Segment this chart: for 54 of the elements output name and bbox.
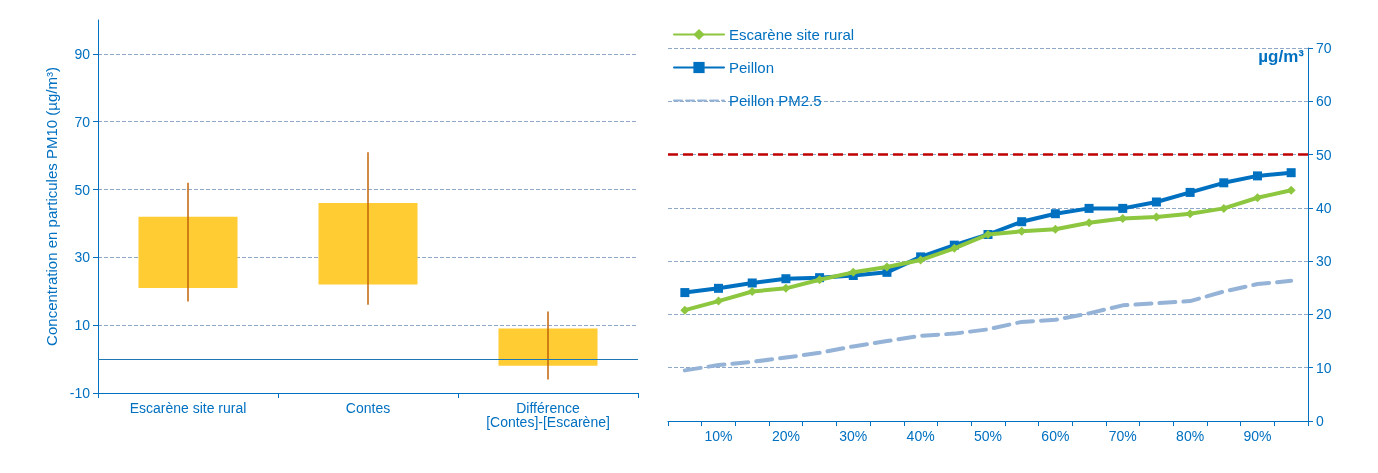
point	[781, 283, 791, 293]
x-tick-label: 40%	[906, 428, 935, 444]
y-tick-label: 10	[1316, 359, 1332, 376]
y-tick-label: 30	[74, 249, 91, 266]
annotation: µg/m³	[1258, 47, 1305, 66]
x-tick-label: Contes	[345, 400, 391, 416]
point	[747, 278, 757, 288]
y-tick-label: 60	[1316, 93, 1332, 110]
point	[1050, 209, 1060, 219]
point	[680, 288, 690, 298]
y-tick-label: 30	[1316, 253, 1332, 270]
x-tick-label: 30%	[839, 428, 868, 444]
y-tick-label: 70	[74, 113, 91, 130]
bar	[498, 328, 598, 366]
x-tick-label: 70%	[1108, 428, 1137, 444]
y-tick-label: 10	[74, 317, 91, 334]
y-tick-label: 40	[1316, 199, 1332, 216]
point	[1185, 187, 1195, 197]
point	[714, 283, 724, 293]
line-series	[682, 278, 1294, 373]
x-tick-label: Différence [Contes]-[Escarène]	[486, 400, 610, 430]
y-tick-label: 20	[1316, 306, 1332, 323]
y-tick-label: 90	[74, 45, 91, 62]
bar	[318, 203, 418, 285]
bar	[138, 216, 238, 288]
point	[1219, 178, 1229, 188]
y-tick-label: 50	[74, 181, 91, 198]
point	[1017, 217, 1027, 227]
point	[882, 262, 892, 272]
point	[848, 267, 858, 277]
point	[1252, 171, 1262, 181]
point	[1151, 197, 1161, 207]
point	[1252, 193, 1262, 203]
y-tick-label: 50	[1316, 146, 1332, 163]
x-tick-label: 20%	[771, 428, 800, 444]
point	[1084, 203, 1094, 213]
x-tick-label: 60%	[1041, 428, 1070, 444]
point	[1118, 203, 1128, 213]
point	[1286, 168, 1296, 178]
point	[781, 274, 791, 284]
legend-label: Peillon PM2.5	[729, 92, 822, 109]
x-tick-label: 50%	[973, 428, 1003, 444]
x-tick-label: 80%	[1176, 428, 1205, 444]
point	[680, 305, 690, 315]
point	[1084, 218, 1094, 228]
x-tick-label: 10%	[704, 428, 733, 444]
x-tick-label: 90%	[1243, 428, 1272, 444]
y-axis-title: Concentration en particules PM10 (µg/m³)	[42, 67, 60, 346]
y-tick-label: 70	[1316, 40, 1332, 56]
legend-label: Peillon	[729, 59, 775, 76]
x-tick-label: Escarène site rural	[129, 400, 247, 416]
y-tick-label: 0	[1316, 413, 1324, 429]
y-tick-label: -10	[69, 385, 91, 401]
legend-label: Escarène site rural	[729, 26, 855, 43]
